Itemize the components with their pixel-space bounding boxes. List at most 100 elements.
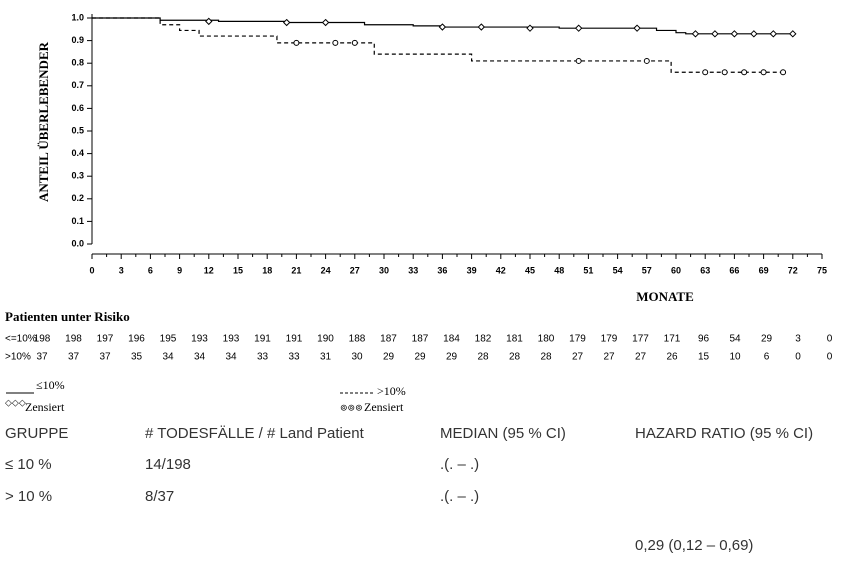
risk-value: 33 (257, 352, 269, 363)
x-tick-label: 39 (467, 265, 477, 275)
risk-value: 29 (761, 334, 773, 345)
censor-mark (741, 69, 748, 76)
risk-value: 177 (632, 334, 649, 345)
y-tick-label: 0.8 (71, 58, 84, 68)
x-tick-label: 51 (583, 265, 593, 275)
risk-title: Patienten unter Risiko (5, 309, 130, 324)
risk-value: 198 (34, 334, 51, 345)
legend-label: >10% (377, 384, 406, 398)
x-tick-label: 9 (177, 265, 182, 275)
table-cell: 14/198 (145, 456, 191, 473)
table-header: MEDIAN (95 % CI) (440, 425, 566, 442)
x-tick-label: 27 (350, 265, 360, 275)
censor-mark (750, 30, 758, 38)
x-tick-label: 75 (817, 265, 827, 275)
risk-value: 182 (475, 334, 492, 345)
censor-mark (321, 18, 330, 27)
risk-value: 26 (666, 352, 678, 363)
x-tick-label: 69 (759, 265, 769, 275)
risk-value: 28 (477, 352, 489, 363)
risk-value: 193 (191, 334, 208, 345)
x-tick-label: 63 (700, 265, 710, 275)
risk-value: 184 (443, 334, 460, 345)
risk-value: 3 (795, 334, 801, 345)
risk-value: 191 (286, 334, 303, 345)
risk-value: 10 (729, 352, 741, 363)
risk-row-label: >10% (5, 352, 31, 363)
censor-mark (633, 24, 641, 32)
table-cell: .(. – .) (440, 488, 479, 505)
risk-value: 198 (65, 334, 82, 345)
x-tick-label: 42 (496, 265, 506, 275)
x-tick-label: 3 (119, 265, 124, 275)
x-tick-label: 30 (379, 265, 389, 275)
risk-value: 193 (223, 334, 240, 345)
risk-value: 0 (795, 352, 801, 363)
risk-value: 171 (664, 334, 681, 345)
risk-value: 0 (827, 334, 833, 345)
risk-value: 34 (162, 352, 174, 363)
hazard-ratio: 0,29 (0,12 – 0,69) (635, 537, 753, 554)
legend-symbol: ⊚⊚⊚ (340, 402, 363, 412)
x-tick-label: 48 (554, 265, 564, 275)
risk-value: 179 (569, 334, 586, 345)
table-header: HAZARD RATIO (95 % CI) (635, 425, 813, 442)
risk-value: 33 (288, 352, 300, 363)
censor-mark (711, 30, 719, 38)
risk-value: 196 (128, 334, 145, 345)
table-cell: > 10 % (5, 488, 52, 505)
risk-value: 187 (380, 334, 397, 345)
censor-mark (789, 30, 797, 38)
risk-value: 187 (412, 334, 429, 345)
table-cell: 8/37 (145, 488, 174, 505)
y-tick-label: 0.9 (71, 35, 84, 45)
y-tick-label: 0.7 (71, 80, 84, 90)
risk-value: 37 (68, 352, 80, 363)
x-tick-label: 60 (671, 265, 681, 275)
x-axis-label: MONATE (636, 289, 694, 304)
y-axis-label: ANTEIL ÜBERLEBENDER (36, 41, 51, 202)
y-tick-label: 1.0 (71, 12, 84, 22)
x-tick-label: 36 (437, 265, 447, 275)
risk-value: 29 (383, 352, 395, 363)
x-tick-label: 66 (729, 265, 739, 275)
x-tick-label: 45 (525, 265, 535, 275)
risk-value: 29 (446, 352, 458, 363)
risk-value: 179 (601, 334, 618, 345)
x-tick-label: 57 (642, 265, 652, 275)
risk-value: 28 (509, 352, 521, 363)
risk-value: 191 (254, 334, 271, 345)
legend-symbol: ◇◇◇ (5, 397, 26, 407)
y-tick-label: 0.6 (71, 103, 84, 113)
censor-mark (730, 30, 739, 38)
censor-mark (351, 39, 358, 46)
censor-mark (760, 69, 767, 76)
x-tick-label: 0 (89, 265, 94, 275)
risk-value: 197 (97, 334, 114, 345)
risk-value: 35 (131, 352, 143, 363)
risk-value: 15 (698, 352, 710, 363)
y-tick-label: 0.1 (71, 216, 84, 226)
censor-mark (702, 69, 709, 76)
table-header: # TODESFÄLLE / # Land Patient (145, 425, 365, 442)
risk-value: 37 (99, 352, 111, 363)
risk-row-label: <=10% (5, 334, 37, 345)
censor-mark (575, 57, 582, 64)
table-cell: ≤ 10 % (5, 456, 52, 473)
censor-mark (332, 39, 339, 46)
censor-mark (282, 18, 291, 27)
censor-mark (205, 17, 213, 26)
x-tick-label: 21 (291, 265, 301, 275)
risk-value: 27 (603, 352, 615, 363)
x-tick-label: 33 (408, 265, 418, 275)
table-header: GRUPPE (5, 425, 68, 442)
risk-value: 28 (540, 352, 552, 363)
risk-value: 0 (827, 352, 833, 363)
x-tick-label: 15 (233, 265, 243, 275)
risk-value: 190 (317, 334, 334, 345)
legend-label: Zensiert (25, 400, 65, 414)
censor-mark (438, 23, 447, 31)
risk-value: 54 (729, 334, 741, 345)
x-tick-label: 18 (262, 265, 272, 275)
risk-value: 188 (349, 334, 366, 345)
